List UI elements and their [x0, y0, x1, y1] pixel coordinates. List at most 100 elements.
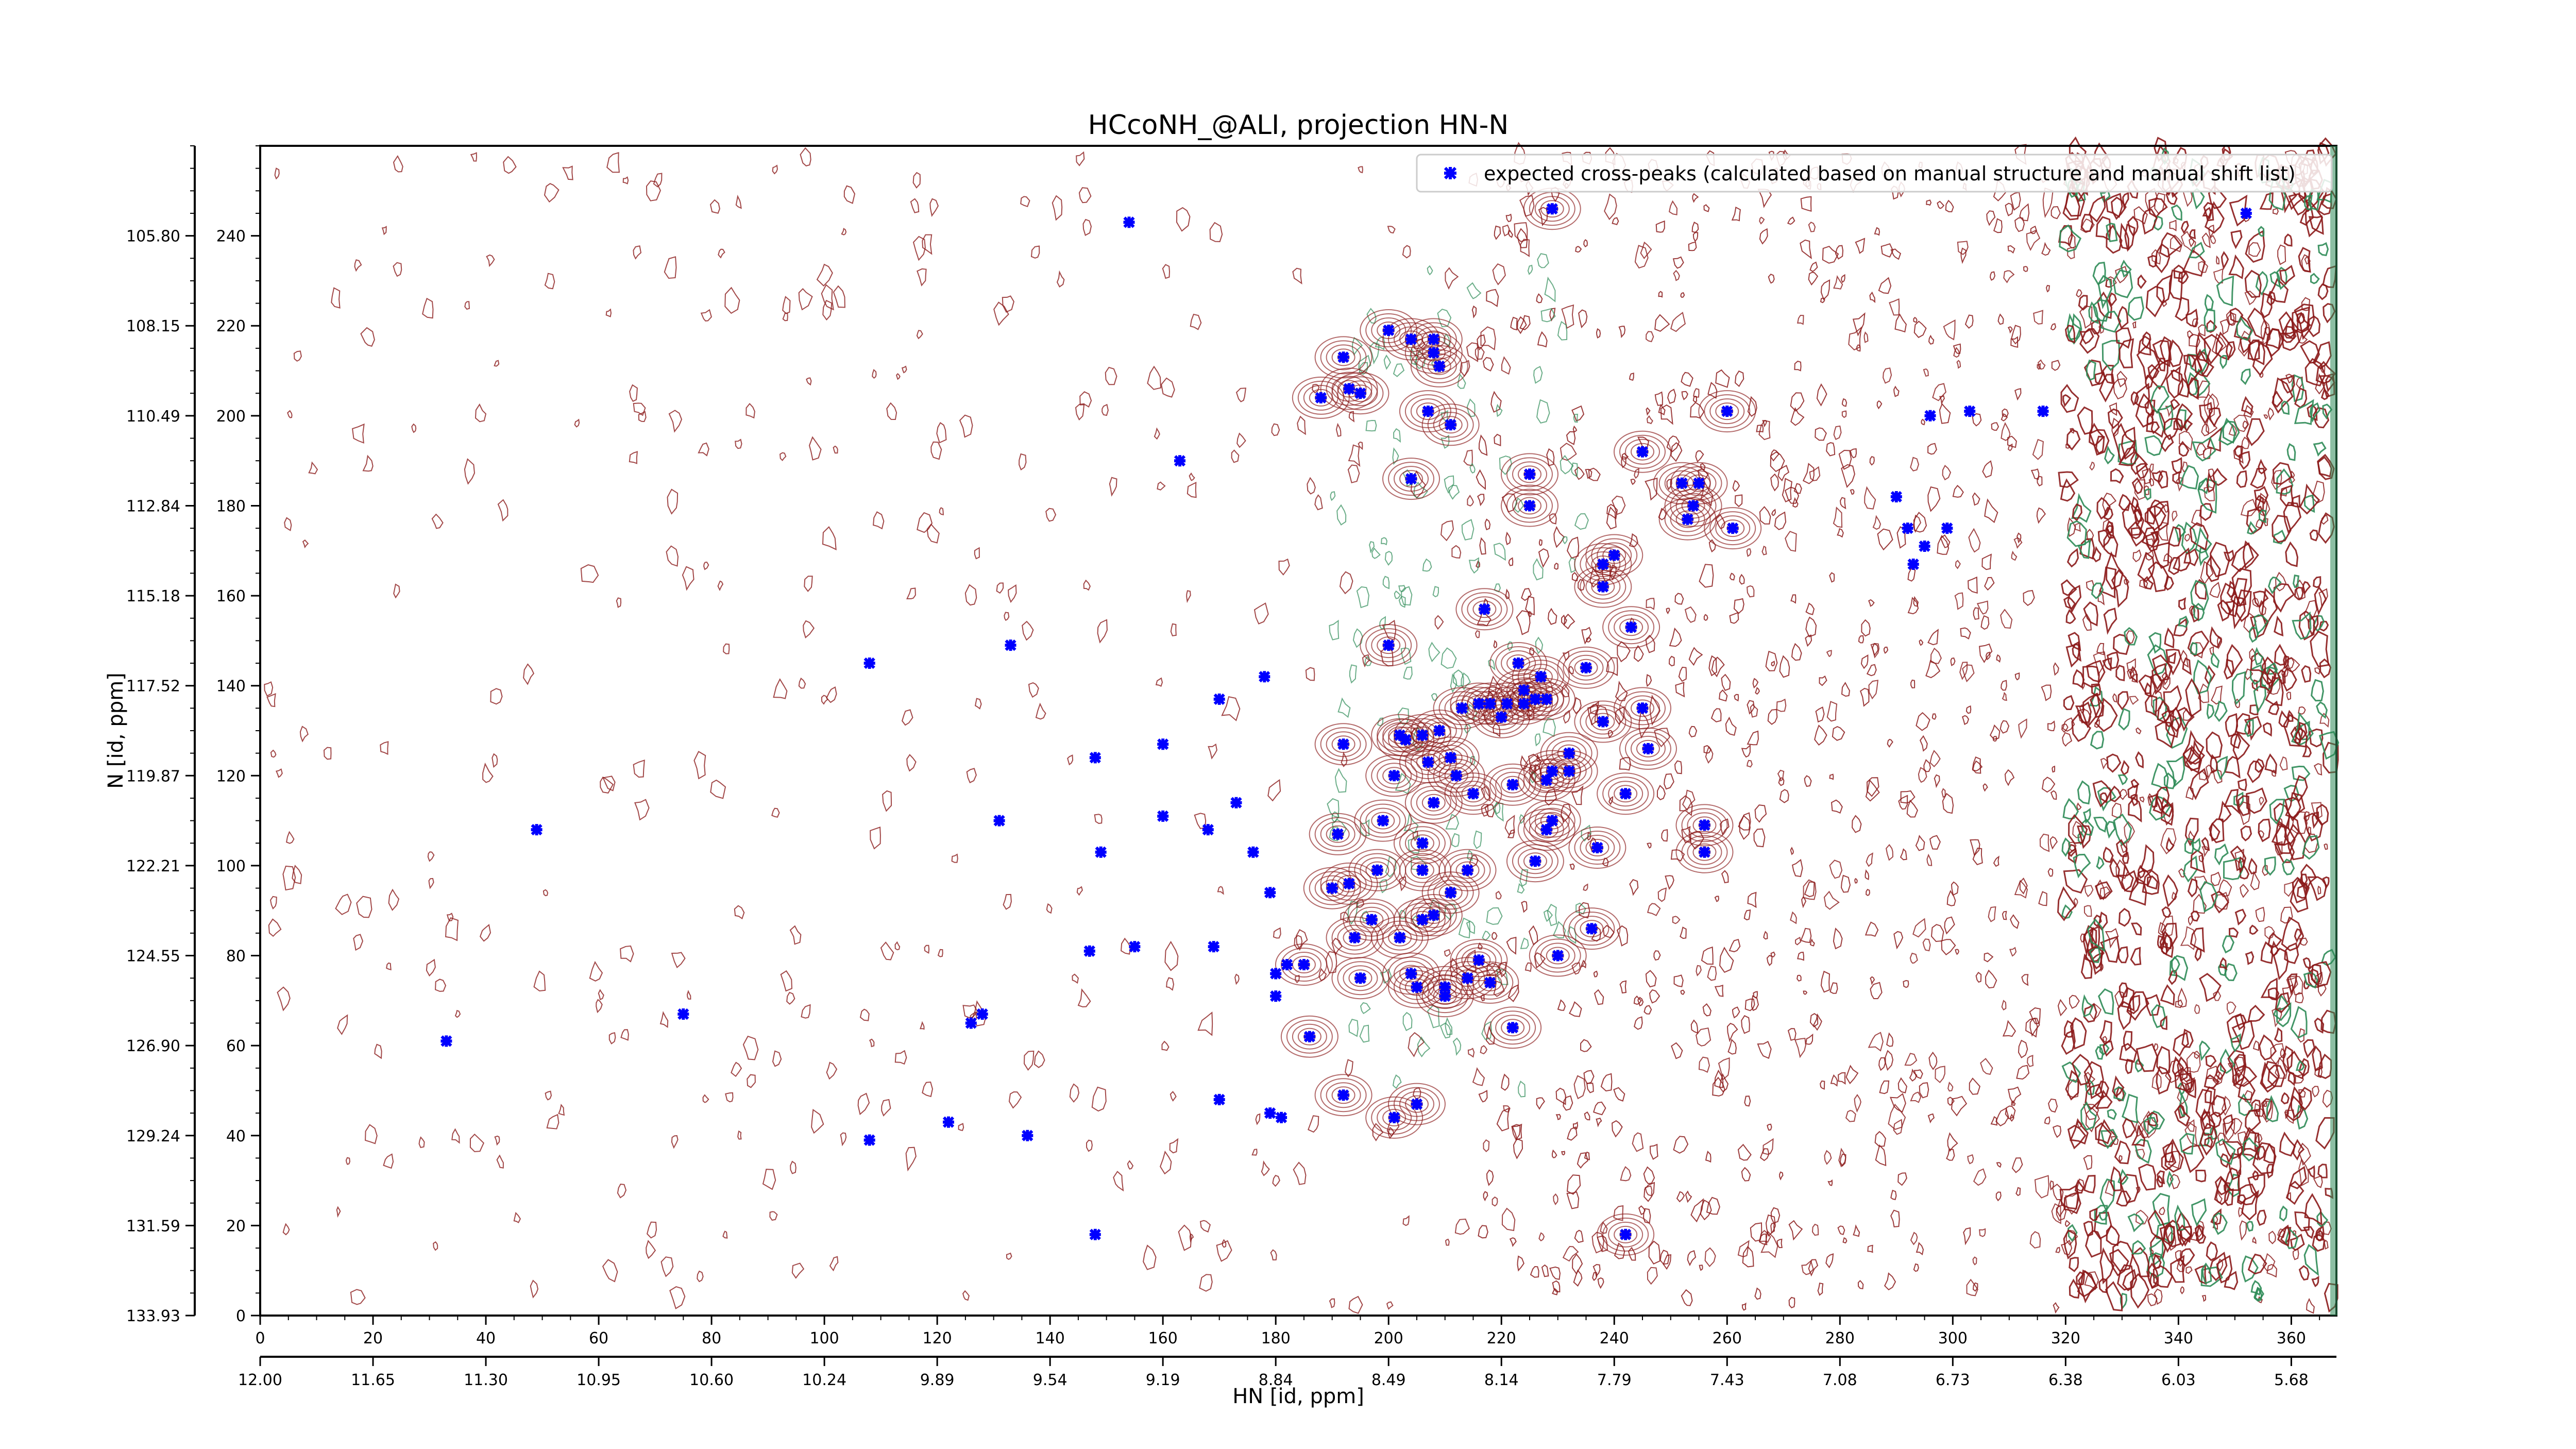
contour-line	[1527, 702, 1535, 721]
contour-line	[1475, 560, 1481, 568]
peak-contour	[1399, 390, 1457, 433]
contour-line	[1809, 466, 1821, 481]
contour-line	[1668, 200, 1678, 215]
peak-contour	[1399, 1091, 1434, 1117]
contour-line	[1475, 346, 1485, 360]
contour-line	[2185, 786, 2194, 800]
contour-line	[2115, 664, 2125, 682]
peak-contour	[1529, 934, 1587, 977]
cross-peak-marker-shape	[2240, 207, 2252, 220]
peak-contour	[1574, 916, 1609, 942]
peak-contour	[1393, 822, 1451, 865]
y-ppm-tick-label: 124.55	[126, 948, 180, 966]
contour-line	[1086, 1139, 1093, 1152]
contour-line	[1469, 463, 1476, 474]
contour-line	[2066, 313, 2081, 341]
contour-line	[1543, 717, 1556, 737]
contour-line	[2059, 224, 2082, 252]
contour-line	[1833, 275, 1843, 290]
peak-contour	[1687, 839, 1722, 865]
x-index-tick-label: 80	[702, 1329, 721, 1347]
contour-line	[2212, 467, 2228, 486]
contour-line	[2294, 928, 2302, 943]
cross-peak-marker	[1247, 846, 1259, 858]
contour-line	[2160, 434, 2174, 452]
cross-peak-marker	[1089, 752, 1101, 764]
contour-line	[2077, 406, 2093, 435]
peak-contour	[1444, 853, 1491, 887]
contour-line	[2269, 798, 2285, 825]
contour-line	[2158, 358, 2166, 372]
contour-line	[2050, 206, 2061, 220]
contour-line	[1633, 995, 1642, 1005]
peak-contour	[1320, 727, 1367, 762]
cross-peak-marker	[1636, 702, 1649, 714]
contour-line	[2272, 207, 2279, 215]
contour-line	[2116, 1264, 2134, 1291]
contour-line	[2219, 318, 2230, 335]
cross-peak-marker-shape	[1445, 752, 1456, 764]
contour-line	[2077, 825, 2092, 849]
contour-line	[922, 1081, 934, 1098]
contour-line	[1758, 420, 1771, 441]
contour-line	[2270, 940, 2279, 957]
contour-line	[1765, 650, 1778, 671]
contour-line	[1826, 442, 1836, 457]
peak-contour	[1574, 831, 1621, 865]
contour-line	[2152, 1193, 2170, 1226]
peak-contour	[1354, 906, 1389, 933]
contour-line	[2241, 1189, 2260, 1221]
contour-line	[2236, 470, 2248, 488]
contour-line	[2246, 506, 2266, 534]
contour-line	[1253, 602, 1269, 625]
contour-line	[829, 1256, 839, 1272]
cross-peak-marker-shape	[1462, 864, 1473, 876]
contour-line	[1754, 1287, 1761, 1300]
contour-line	[2148, 499, 2165, 519]
contour-line	[2033, 310, 2043, 325]
contour-line	[1778, 777, 1785, 786]
peak-contour	[1360, 309, 1418, 351]
contour-line	[1199, 1220, 1211, 1233]
contour-line	[2184, 533, 2191, 542]
contour-line	[2095, 1122, 2112, 1144]
cross-peak-marker	[863, 1134, 875, 1146]
contour-line	[2298, 1058, 2310, 1077]
contour-line	[1805, 1033, 1814, 1045]
contour-line	[939, 507, 944, 516]
contour-line	[1003, 894, 1012, 910]
cross-peak-marker	[1540, 693, 1552, 705]
cross-peak-marker-shape	[1501, 698, 1513, 710]
peak-contour	[1275, 943, 1333, 986]
contour-line	[816, 263, 833, 287]
peak-contour	[1416, 714, 1463, 748]
contour-line	[2147, 1293, 2158, 1306]
contour-line	[718, 248, 725, 259]
contour-line	[671, 1135, 679, 1149]
contour-line	[1109, 477, 1117, 497]
contour-line	[2127, 296, 2144, 321]
contour-line	[2199, 503, 2213, 521]
contour-line	[1549, 1266, 1561, 1280]
contour-line	[431, 513, 444, 529]
contour-line	[1524, 962, 1532, 972]
contour-line	[1507, 984, 1519, 1002]
cross-peak-marker	[1411, 981, 1423, 993]
cross-peak-marker	[1540, 823, 1552, 836]
contour-line	[779, 452, 787, 461]
peak-contour	[1563, 907, 1621, 950]
peak-contour	[1512, 461, 1547, 487]
contour-line	[1638, 711, 1650, 739]
contour-line	[1412, 1087, 1421, 1100]
contour-line	[1797, 951, 1804, 961]
cross-peak-marker	[1371, 864, 1383, 876]
contour-line	[1255, 1113, 1261, 1125]
contour-line	[1978, 1228, 1986, 1237]
contour-line	[2247, 340, 2265, 366]
contour-line	[2177, 1103, 2185, 1119]
cross-peak-marker-shape	[1625, 621, 1637, 633]
contour-line	[1348, 1019, 1359, 1037]
contour-line	[2239, 1220, 2247, 1241]
contour-line	[600, 776, 614, 794]
contour-line	[2136, 727, 2142, 735]
